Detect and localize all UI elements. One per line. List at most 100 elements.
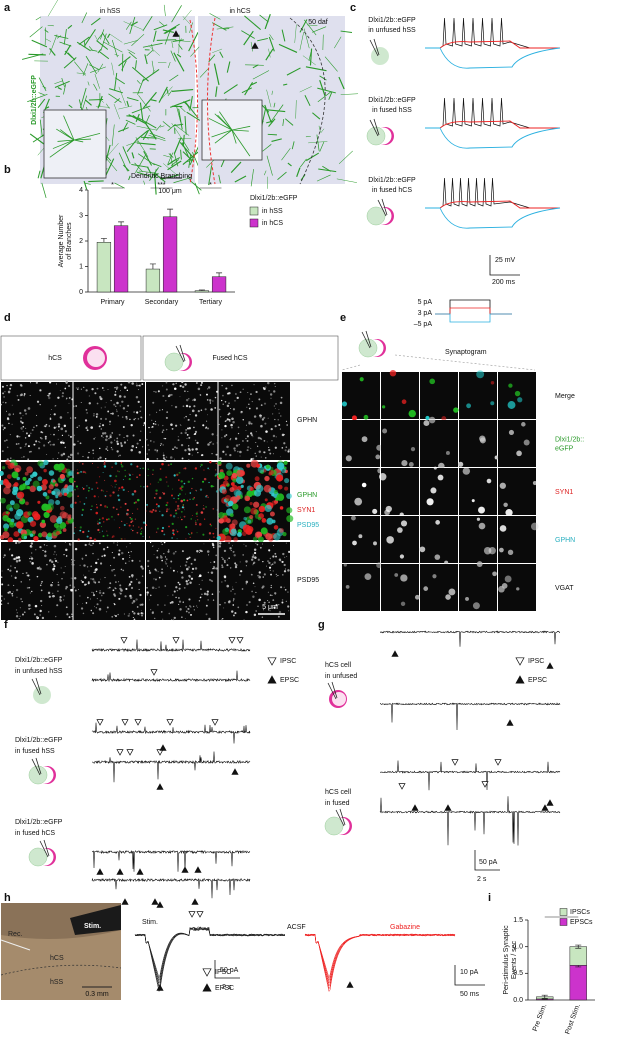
puncta [229,547,232,550]
neurite [142,42,163,48]
neurite [29,26,43,38]
ipsc-marker [150,669,158,676]
puncta [136,531,139,534]
puncta [279,528,284,533]
puncta [0,470,4,477]
puncta [172,448,174,451]
puncta [140,527,143,530]
puncta [256,463,261,468]
puncta [136,578,138,580]
puncta [382,428,388,434]
puncta [278,423,281,426]
puncta [103,465,107,468]
puncta [486,478,492,484]
puncta [59,522,67,529]
puncta [158,576,161,579]
puncta [266,441,268,443]
puncta [114,603,116,606]
neurite [182,16,191,25]
puncta [133,411,136,414]
puncta [119,584,122,587]
neurite [262,144,272,152]
puncta [18,435,21,438]
puncta [160,444,162,446]
puncta [188,579,190,581]
neurite [31,39,48,48]
puncta [149,414,151,416]
y-tick-label: 0 [79,289,83,296]
puncta [203,469,205,471]
puncta [288,448,291,451]
neurite [142,16,153,32]
neurite [170,159,180,166]
puncta [173,446,177,449]
puncta [149,541,152,544]
puncta [283,570,287,573]
puncta [30,520,37,527]
header-label: hCS [48,355,62,362]
puncta [128,585,130,587]
puncta [106,546,109,549]
organoid [164,352,184,372]
neurite [178,34,180,54]
epsc-marker [202,983,212,992]
puncta [131,444,135,448]
puncta [183,417,185,419]
neurite [284,118,294,126]
puncta [105,611,108,613]
puncta [173,616,176,620]
puncta [211,453,213,455]
puncta [74,488,76,491]
neurite [170,157,181,163]
puncta [3,556,5,558]
puncta [184,564,187,567]
puncta [59,505,65,511]
puncta [176,538,178,540]
organoid [28,765,48,785]
puncta [63,571,65,574]
puncta [90,508,92,511]
puncta [400,601,406,606]
puncta [423,420,430,427]
puncta [135,418,137,419]
neurite [122,146,131,164]
puncta [245,438,247,440]
puncta [212,532,215,535]
organoid [371,47,389,65]
puncta [27,511,32,516]
puncta [221,399,223,402]
puncta [13,464,22,473]
puncta [68,616,71,619]
puncta [78,472,80,474]
puncta [159,468,162,470]
neurite [168,153,174,158]
scale-label: 25 mV [495,257,516,264]
puncta [29,485,36,493]
puncta [40,582,43,584]
puncta [161,529,164,533]
micrograph [420,420,458,467]
puncta [267,591,269,593]
puncta [82,487,85,490]
neurite [132,115,141,122]
puncta [95,413,99,416]
puncta [262,576,265,578]
puncta [198,584,200,585]
puncta [190,562,193,565]
puncta [218,408,221,411]
puncta [122,479,124,481]
puncta [200,384,203,387]
puncta [394,573,399,577]
puncta [269,393,273,396]
puncta [35,424,38,427]
puncta [263,601,266,604]
puncta [119,587,122,590]
puncta [166,501,169,504]
puncta [476,517,481,521]
channel-label: GPHN [297,417,317,424]
puncta [11,423,13,425]
panel-label: f [4,619,8,631]
puncta [97,487,99,489]
puncta [123,441,127,444]
puncta [227,500,234,507]
